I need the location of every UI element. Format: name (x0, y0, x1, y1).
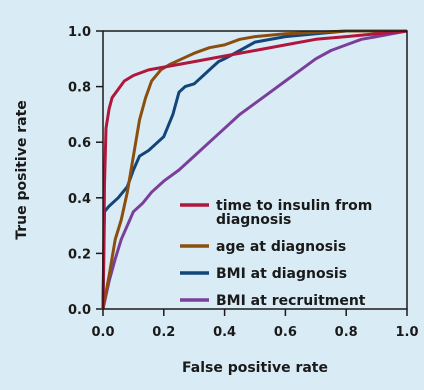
legend-label-time-to-insulin-from-diagnosis: diagnosis (216, 212, 291, 228)
x-tick-label: 0.8 (335, 325, 358, 340)
y-tick-label: 0.6 (68, 136, 91, 151)
y-tick-label: 0.8 (68, 81, 91, 96)
series-line-time-to-insulin-from-diagnosis (101, 29, 408, 310)
y-tick-label: 0.4 (68, 192, 91, 207)
y-axis-label: True positive rate (14, 100, 30, 240)
y-tick-label: 0.2 (68, 247, 91, 262)
legend-label-bmi-at-recruitment: BMI at recruitment (216, 293, 366, 309)
tick-group: 0.0 0.2 0.4 0.6 0.8 1.0 0.0 0.2 0.4 0.6 0.8 1.0 (68, 25, 419, 340)
series-line-bmi-at-diagnosis (101, 29, 407, 310)
legend-label-time-to-insulin-from-diagnosis: time to insulin from (216, 198, 372, 214)
x-tick-label: 1.0 (395, 325, 418, 340)
plot-frame (102, 30, 408, 310)
legend-label-bmi-at-diagnosis: BMI at diagnosis (216, 266, 347, 282)
x-tick-label: 0.6 (274, 325, 297, 340)
y-tick-label: 0.0 (68, 303, 91, 318)
x-tick-label: 0.2 (152, 325, 175, 340)
y-tick-label: 1.0 (68, 25, 91, 40)
legend-label-age-at-diagnosis: age at diagnosis (216, 239, 346, 255)
series-lines (101, 29, 408, 310)
series-line-bmi-at-recruitment (101, 29, 408, 310)
series-line-age-at-diagnosis (101, 29, 407, 310)
x-tick-label: 0.4 (213, 325, 236, 340)
x-tick-label: 0.0 (91, 325, 114, 340)
x-axis-label: False positive rate (182, 360, 328, 376)
